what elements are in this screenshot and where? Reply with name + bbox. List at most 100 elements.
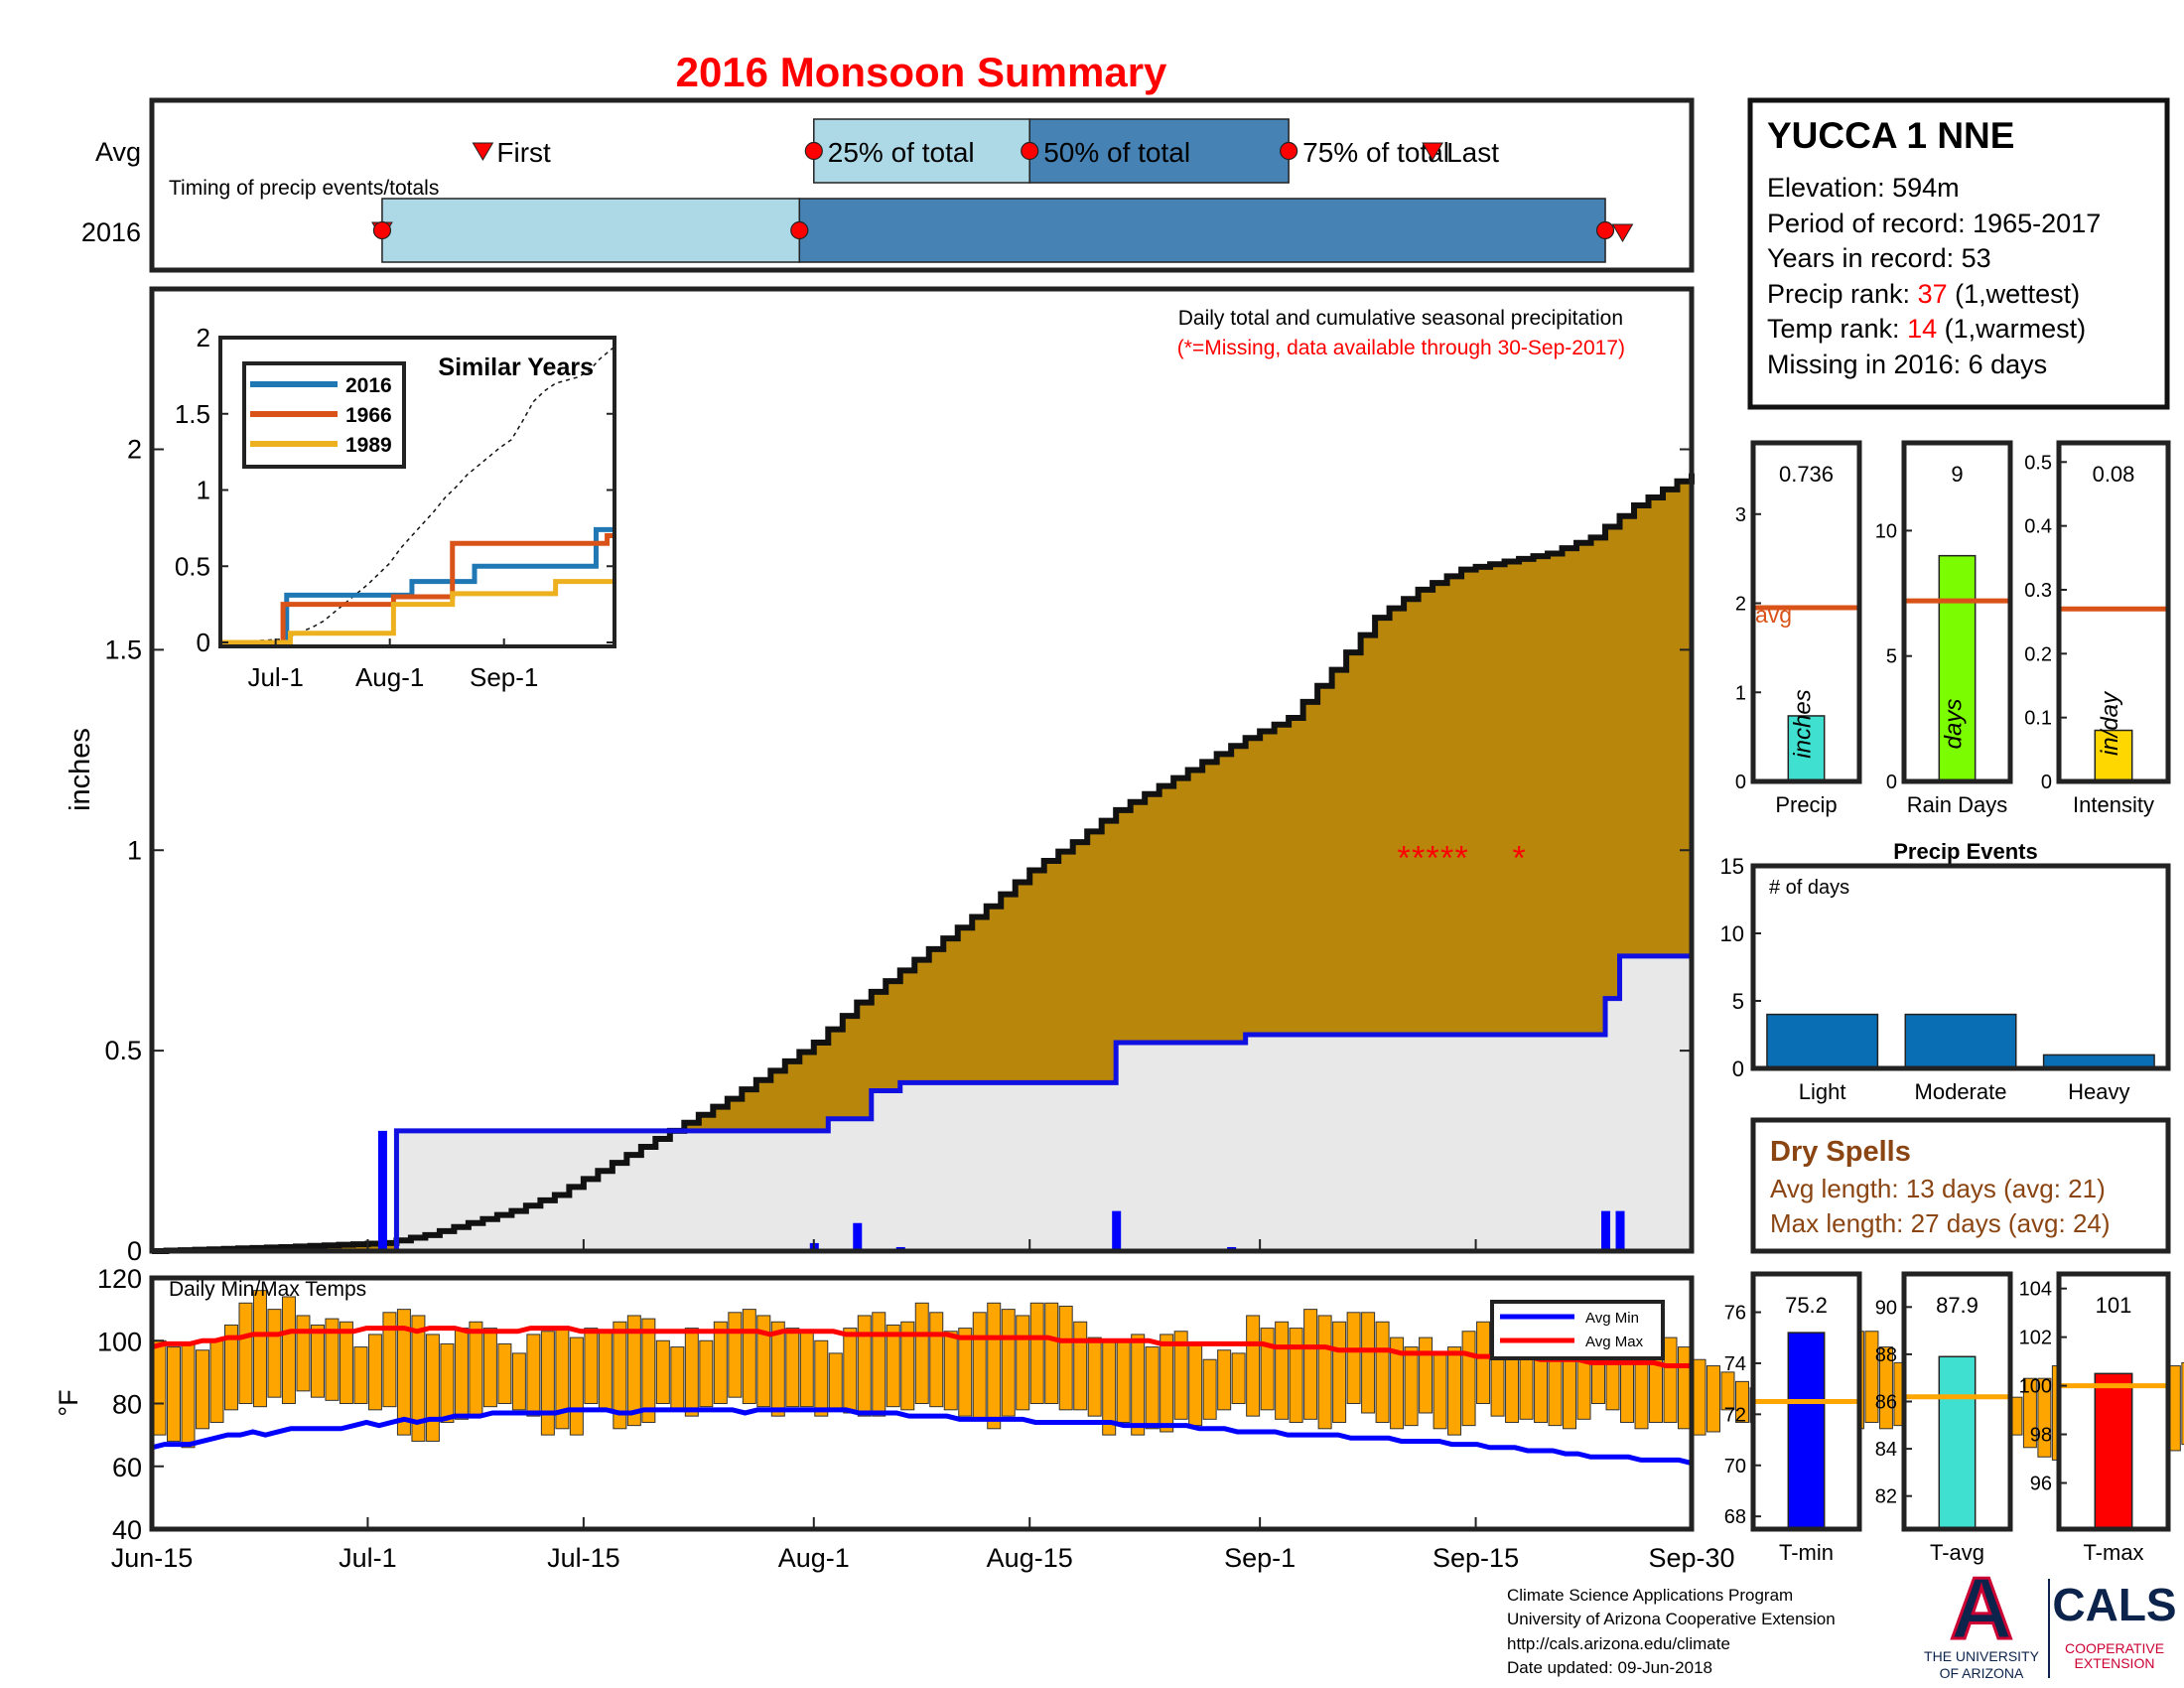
daily-temp-bar: [1173, 1331, 1188, 1420]
station-period: Period of record: 1965-2017: [1767, 209, 2101, 238]
daily-temp-bar: [1361, 1312, 1376, 1414]
avg-first-marker: [472, 142, 494, 161]
footer-credits: Climate Science Applications Program Uni…: [1507, 1586, 1836, 1677]
daily-temp-bar: [1029, 1302, 1044, 1405]
temp-legend: [1490, 1300, 1665, 1360]
stat-panel-label: Precip: [1775, 792, 1837, 817]
daily-temp-bar: [1663, 1336, 1678, 1423]
event-category-label: Moderate: [1915, 1079, 2007, 1104]
y2016-50-75-bar: [798, 198, 1606, 263]
daily-temp-bar: [713, 1321, 728, 1405]
daily-temp-bar: [1461, 1331, 1476, 1427]
daily-temp-bar: [1044, 1302, 1059, 1405]
daily-temp-bar: [828, 1352, 843, 1411]
daily-precip-bar: [853, 1222, 863, 1251]
daily-temp-bar: [454, 1328, 469, 1420]
stat-y-tick-label: 0.4: [2024, 516, 2052, 538]
daily-temp-bar: [411, 1315, 426, 1442]
x-tick-label: Jun-15: [111, 1543, 194, 1573]
temp-y-tick-label: 80: [112, 1390, 142, 1420]
daily-temp-bar: [1433, 1352, 1447, 1430]
daily-temp-bar: [1864, 1331, 1879, 1423]
avg-last-marker: [1422, 142, 1443, 161]
daily-temp-bar: [1188, 1342, 1203, 1427]
avg-min-line: [151, 1407, 1693, 1467]
daily-temp-bar: [2022, 1377, 2037, 1449]
stat-y-tick-label: 84: [1875, 1439, 1897, 1461]
daily-temp-bar: [238, 1302, 253, 1405]
daily-temp-bar: [1275, 1321, 1290, 1420]
daily-temp-bar: [497, 1342, 512, 1404]
y2016-75-marker: [1595, 220, 1615, 240]
stat-panel-label: Intensity: [2073, 792, 2154, 817]
stat-y-tick-label: 0.2: [2024, 643, 2052, 665]
daily-temp-bar: [1734, 1380, 1749, 1423]
daily-temp-bar: [987, 1302, 1002, 1430]
daily-temp-bar: [1404, 1346, 1419, 1427]
daily-temp-bar: [886, 1324, 900, 1408]
inset-y-tick-label: 1: [197, 476, 210, 505]
x-tick-label: Sep-30: [1648, 1543, 1734, 1573]
stat-bar-intensity: [2094, 729, 2133, 782]
daily-precip-bar: [1615, 1210, 1625, 1251]
stat-y-tick-label: 68: [1724, 1506, 1746, 1528]
avg-75-marker: [1280, 141, 1298, 161]
daily-temp-bar: [526, 1334, 541, 1417]
daily-temp-bar: [181, 1342, 196, 1449]
daily-temp-bar: [1317, 1315, 1332, 1430]
avg-25-marker: [804, 141, 823, 161]
legend-avg-max-label: Avg Max: [1585, 1334, 1644, 1350]
daily-temp-bar: [281, 1296, 296, 1404]
daily-temp-bar: [699, 1339, 714, 1408]
station-precip-rank: Precip rank: 37 (1,wettest): [1767, 279, 2080, 309]
daily-temp-bar: [1289, 1328, 1303, 1423]
cals-line-2: EXTENSION: [2075, 1655, 2155, 1671]
daily-temp-bar: [1390, 1336, 1405, 1430]
daily-precip-bar: [377, 1130, 387, 1251]
station-temp-rank: Temp rank: 14 (1,warmest): [1767, 314, 2086, 344]
daily-temp-bar: [1303, 1309, 1318, 1420]
daily-temp-bar: [1706, 1365, 1720, 1433]
daily-temp-bar: [511, 1352, 526, 1411]
daily-temp-bar: [482, 1328, 497, 1408]
inset-legend-label: 1989: [345, 434, 392, 457]
legend-avg-min-label: Avg Min: [1585, 1310, 1639, 1327]
inset-x-tick-label: Aug-1: [355, 662, 424, 692]
inset-legend-items: 2016 1966 1989: [250, 374, 392, 457]
temp-y-tick-label: 60: [112, 1453, 142, 1482]
daily-temp-bar: [900, 1321, 915, 1411]
daily-temp-bar: [972, 1312, 987, 1420]
stat-value-label: 0.736: [1779, 462, 1834, 487]
cals-line-1: COOPERATIVE: [2065, 1640, 2164, 1656]
cumulative-2016-fill: [152, 955, 1692, 1251]
temp-title: Daily Min/Max Temps: [169, 1278, 366, 1301]
station-years: Years in record: 53: [1767, 243, 1991, 273]
precip-stat-panels: avg 0.736 Precip inches 0 1 2 3 9 Rain Days days 0 5…: [1735, 440, 2171, 817]
timing-row-avg-label: Avg: [95, 137, 141, 167]
main-y-tick-label: 1: [127, 835, 142, 865]
daily-temp-bar: [1260, 1328, 1275, 1411]
daily-temp-bar: [770, 1321, 785, 1417]
events-y-tick-label: 5: [1732, 989, 1744, 1014]
stat-value-label: 9: [1951, 462, 1963, 487]
daily-temp-bar: [872, 1312, 887, 1417]
avg-50-marker: [1021, 141, 1039, 161]
events-title: Precip Events: [1893, 839, 2038, 864]
stat-y-tick-label: 86: [1875, 1392, 1897, 1414]
stat-y-tick-label: 88: [1875, 1344, 1897, 1366]
avg-25-label: 25% of total: [828, 137, 975, 168]
daily-temp-bar: [1160, 1334, 1174, 1433]
daily-temp-bar: [396, 1309, 411, 1436]
stat-y-tick-label: 0.3: [2024, 580, 2052, 602]
inset-y-tick-label: 0.5: [175, 551, 210, 581]
inset-x-tick-label: Jul-1: [247, 662, 303, 692]
stat-bar-t-max: [2094, 1372, 2133, 1530]
footer-line-4: Date updated: 09-Jun-2018: [1507, 1658, 1712, 1677]
inset-legend-label: 1966: [345, 404, 392, 427]
daily-temp-bar: [267, 1309, 282, 1398]
daily-temp-bar: [469, 1321, 483, 1417]
stat-panel-label: T-avg: [1930, 1540, 1984, 1565]
precip-main-chart: * * * * * * 00.511.52 inches Daily total and …: [65, 286, 1695, 1266]
event-category-label: Heavy: [2068, 1079, 2129, 1104]
daily-temp-bar: [598, 1331, 613, 1411]
